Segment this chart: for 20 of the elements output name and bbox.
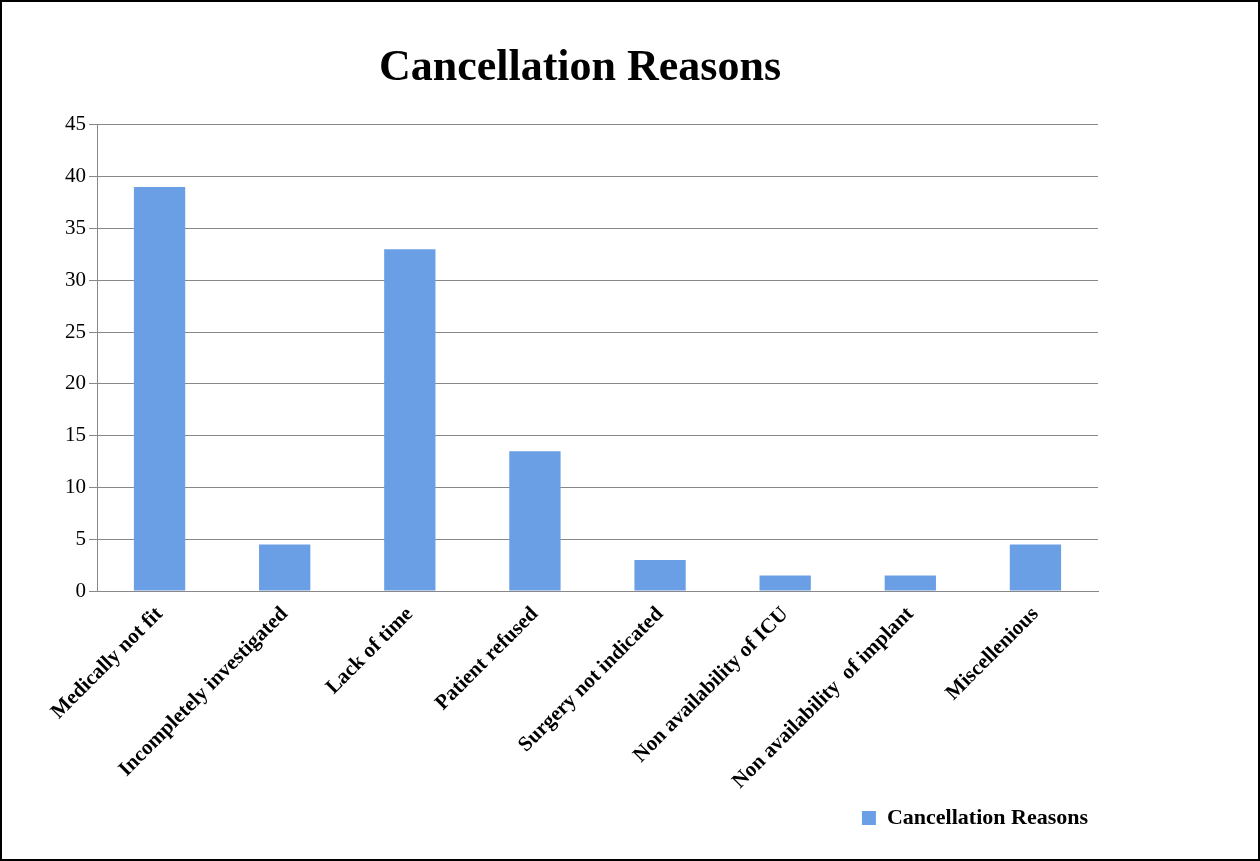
y-tick-label: 40 [65, 163, 86, 188]
y-tick-label: 10 [65, 473, 86, 498]
y-tick-label: 30 [65, 266, 86, 291]
bar [133, 186, 186, 591]
bar [1009, 544, 1062, 591]
y-tick-label: 35 [65, 214, 86, 239]
bar [509, 451, 561, 591]
y-tick-label: 45 [65, 111, 86, 136]
y-tick-label: 5 [75, 525, 86, 550]
legend-label: Cancellation Reasons [886, 803, 1089, 829]
bar [384, 249, 436, 591]
y-tick-label: 15 [65, 422, 86, 447]
bar [884, 575, 936, 591]
y-tick-label: 20 [65, 370, 86, 395]
bar [759, 575, 811, 591]
bar [634, 560, 686, 591]
chart-title: Cancellation Reasons [378, 40, 782, 90]
y-tick-label: 25 [65, 318, 86, 343]
bar [259, 544, 311, 591]
y-tick-label: 0 [75, 577, 86, 602]
